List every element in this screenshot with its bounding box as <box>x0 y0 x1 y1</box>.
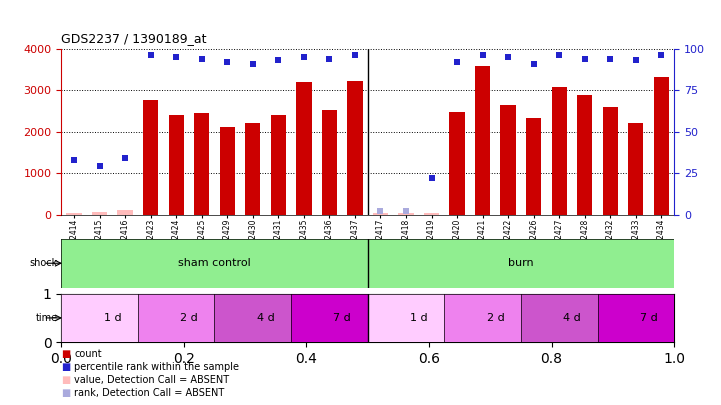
Text: 2 d: 2 d <box>487 313 504 323</box>
Bar <box>475 66 490 215</box>
Bar <box>66 213 81 215</box>
Text: GDS2237 / 1390189_at: GDS2237 / 1390189_at <box>61 32 207 45</box>
Bar <box>322 110 337 215</box>
Text: 2 d: 2 d <box>180 313 198 323</box>
Bar <box>598 294 674 342</box>
Text: 4 d: 4 d <box>257 313 275 323</box>
Bar <box>296 82 311 215</box>
Text: ■: ■ <box>61 362 71 372</box>
Bar <box>373 213 388 215</box>
Bar <box>220 128 235 215</box>
Bar <box>143 100 159 215</box>
Text: 7 d: 7 d <box>640 313 658 323</box>
Bar <box>291 294 368 342</box>
Text: percentile rank within the sample: percentile rank within the sample <box>74 362 239 372</box>
Bar <box>194 113 209 215</box>
Text: 4 d: 4 d <box>563 313 581 323</box>
Bar <box>449 112 465 215</box>
Bar <box>577 95 593 215</box>
Text: 1 d: 1 d <box>410 313 428 323</box>
Bar <box>348 81 363 215</box>
Bar <box>61 239 368 288</box>
Bar <box>521 294 598 342</box>
Text: 1 d: 1 d <box>104 313 121 323</box>
Bar <box>118 211 133 215</box>
Bar <box>215 294 291 342</box>
Bar <box>368 239 674 288</box>
Bar <box>61 294 138 342</box>
Bar <box>654 77 669 215</box>
Text: 7 d: 7 d <box>333 313 351 323</box>
Bar <box>526 118 541 215</box>
Bar <box>92 212 107 215</box>
Text: ■: ■ <box>61 375 71 385</box>
Bar <box>245 123 260 215</box>
Text: rank, Detection Call = ABSENT: rank, Detection Call = ABSENT <box>74 388 224 398</box>
Text: sham control: sham control <box>178 258 251 268</box>
Bar <box>398 213 414 215</box>
Bar <box>552 87 567 215</box>
Bar <box>500 105 516 215</box>
Bar <box>628 123 644 215</box>
Text: shock: shock <box>30 258 58 268</box>
Bar <box>603 107 618 215</box>
Text: time: time <box>35 313 58 323</box>
Bar <box>270 115 286 215</box>
Bar <box>444 294 521 342</box>
Bar <box>424 213 439 215</box>
Text: count: count <box>74 350 102 359</box>
Text: ■: ■ <box>61 350 71 359</box>
Bar <box>169 115 184 215</box>
Text: ■: ■ <box>61 388 71 398</box>
Bar <box>368 294 444 342</box>
Text: value, Detection Call = ABSENT: value, Detection Call = ABSENT <box>74 375 229 385</box>
Text: burn: burn <box>508 258 534 268</box>
Bar <box>138 294 215 342</box>
